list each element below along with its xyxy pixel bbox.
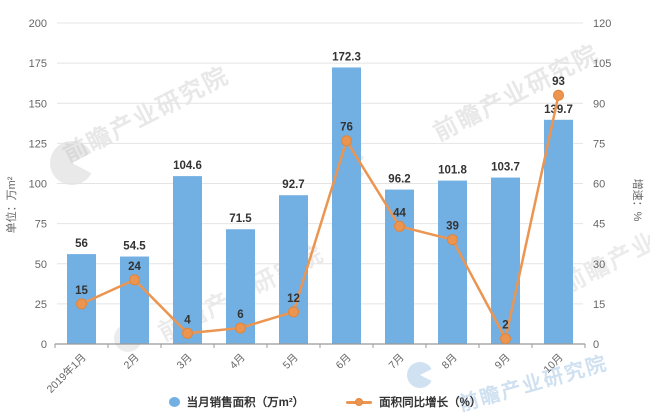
- left-axis-tick-label: 200: [29, 18, 47, 30]
- bar-value-label: 139.7: [544, 104, 573, 116]
- bar-8月[interactable]: [438, 180, 467, 344]
- line-value-label: 24: [128, 261, 141, 273]
- x-axis-category-label: 7月: [387, 352, 407, 372]
- legend-item-sales-area[interactable]: 当月销售面积（万m²）: [168, 394, 305, 410]
- line-point-3月[interactable]: [182, 327, 193, 339]
- line-point-2月[interactable]: [129, 274, 140, 286]
- right-axis-tick-label: 45: [593, 219, 605, 231]
- line-value-label: 93: [552, 76, 565, 88]
- bar-value-label: 92.7: [282, 179, 304, 191]
- bar-value-label: 101.8: [438, 165, 467, 177]
- right-axis-tick-label: 60: [593, 179, 605, 191]
- legend-label-growth: 面积同比增长（%）: [379, 397, 482, 409]
- right-axis-tick-label: 15: [593, 299, 605, 311]
- left-axis-tick-label: 100: [29, 179, 47, 191]
- left-axis-tick-label: 75: [35, 219, 47, 231]
- legend-item-growth[interactable]: 面积同比增长（%）: [346, 394, 481, 410]
- bar-2月[interactable]: [120, 256, 149, 344]
- right-axis-tick-label: 0: [593, 339, 599, 351]
- line-value-label: 44: [393, 207, 406, 219]
- bar-value-label: 54.5: [123, 241, 146, 253]
- left-axis-tick-label: 0: [41, 339, 47, 351]
- line-series-marker-icon: [346, 398, 373, 406]
- bar-value-label: 103.7: [491, 162, 520, 174]
- line-value-label: 12: [287, 293, 300, 305]
- chart-legend: 当月销售面积（万m²） 面积同比增长（%）: [0, 394, 650, 410]
- right-axis-tick-label: 30: [593, 259, 605, 271]
- bar-value-label: 172.3: [332, 51, 361, 63]
- right-axis-title: 增速：%: [631, 179, 645, 222]
- line-value-label: 4: [184, 314, 191, 326]
- line-point-5月[interactable]: [288, 306, 299, 318]
- line-value-label: 6: [237, 309, 243, 321]
- left-axis-tick-label: 150: [29, 98, 47, 110]
- x-axis-category-label: 2月: [122, 352, 142, 372]
- line-point-7月[interactable]: [394, 220, 405, 232]
- right-axis-tick-label: 120: [593, 18, 611, 30]
- x-axis-category-label: 8月: [440, 352, 460, 372]
- bar-6月[interactable]: [332, 67, 361, 344]
- growth-line: [80, 94, 560, 343]
- watermark-logo-notch: [72, 150, 95, 176]
- left-axis-tick-label: 125: [29, 138, 47, 150]
- left-axis-tick-label: 50: [35, 259, 47, 271]
- bar-value-label: 96.2: [388, 174, 410, 186]
- bar-10月[interactable]: [544, 119, 573, 345]
- bar-7月[interactable]: [385, 189, 414, 344]
- line-value-label: 2: [502, 320, 508, 332]
- right-axis-tick-label: 90: [593, 98, 605, 110]
- x-axis-category-label: 2019年1月: [44, 351, 89, 396]
- left-axis-tick-label: 175: [29, 58, 47, 70]
- bar-value-label: 71.5: [229, 213, 252, 225]
- legend-label-sales-area: 当月销售面积（万m²）: [186, 397, 305, 409]
- x-axis-category-label: 9月: [493, 352, 513, 372]
- bar-value-label: 56: [75, 238, 88, 250]
- right-axis-tick-label: 105: [593, 58, 611, 70]
- bar-5月[interactable]: [279, 195, 308, 344]
- watermark-logo-notch: [420, 367, 434, 383]
- left-axis-title: 单位：万m²: [4, 176, 18, 233]
- line-value-label: 76: [340, 122, 353, 134]
- line-point-9月[interactable]: [500, 333, 511, 345]
- line-point-8月[interactable]: [447, 234, 458, 246]
- line-point-10月[interactable]: [553, 89, 564, 101]
- bar-series-marker-icon: [168, 397, 180, 407]
- bar-9月[interactable]: [491, 177, 520, 344]
- x-axis-category-label: 5月: [281, 352, 301, 372]
- bar-value-label: 104.6: [173, 160, 202, 172]
- line-series-marker-dot-icon: [355, 398, 364, 406]
- line-value-label: 15: [75, 285, 88, 297]
- right-axis-tick-label: 75: [593, 138, 605, 150]
- watermark-text: 前瞻产业研究院: [429, 39, 604, 147]
- line-point-4月[interactable]: [235, 322, 246, 334]
- x-axis-category-label: 4月: [228, 352, 248, 372]
- bar-3月[interactable]: [173, 176, 202, 344]
- line-value-label: 39: [446, 221, 459, 233]
- line-point-2019年1月[interactable]: [76, 298, 87, 310]
- x-axis-category-label: 6月: [334, 352, 354, 372]
- left-axis-tick-label: 25: [35, 299, 47, 311]
- x-axis-category-label: 3月: [175, 352, 195, 372]
- line-point-6月[interactable]: [341, 135, 352, 147]
